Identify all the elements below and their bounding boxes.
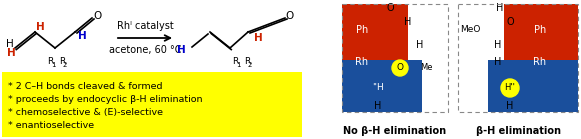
Text: H: H [494,40,501,50]
Text: * chemoselective & (E)-selective: * chemoselective & (E)-selective [8,108,163,117]
Text: Ph: Ph [356,25,368,35]
Text: Ph: Ph [534,25,546,35]
Text: No β-H elimination: No β-H elimination [343,126,447,136]
Text: H: H [496,3,504,13]
Text: H: H [494,57,501,67]
Text: H: H [254,33,263,43]
Text: O: O [396,64,403,73]
Text: Rh: Rh [533,57,547,67]
Text: 2: 2 [63,62,67,68]
Bar [458,4,578,112]
Text: H: H [404,17,412,27]
Text: Rhᴵ catalyst: Rhᴵ catalyst [117,21,173,31]
Text: H: H [6,48,15,58]
Text: O: O [386,3,394,13]
Text: H: H [417,40,424,50]
Text: H: H [506,101,514,111]
Text: acetone, 60 °C: acetone, 60 °C [109,45,181,55]
Text: R: R [47,58,53,66]
Text: R: R [59,58,65,66]
Text: H: H [6,39,14,49]
Text: * enantioselective: * enantioselective [8,121,94,130]
Bar [488,60,578,112]
Text: * proceeds by endocyclic β-H elimination: * proceeds by endocyclic β-H elimination [8,95,203,104]
Text: 2: 2 [248,62,252,68]
Bar [504,4,578,60]
Circle shape [501,79,519,97]
Text: O: O [93,11,101,21]
Text: * 2 C–H bonds cleaved & formed: * 2 C–H bonds cleaved & formed [8,82,163,91]
Text: β-H elimination: β-H elimination [475,126,561,136]
Bar [2,72,302,137]
Text: R: R [232,58,238,66]
Bar [342,60,421,112]
Text: H'': H'' [504,84,515,92]
Text: 1: 1 [236,62,241,68]
Text: ''H: ''H [372,84,384,92]
Text: R: R [244,58,250,66]
Text: 1: 1 [51,62,56,68]
Text: H: H [35,22,44,32]
Text: H: H [177,45,186,55]
Text: Rh: Rh [356,57,368,67]
Text: MeO: MeO [460,25,480,34]
Bar [342,4,408,60]
Text: O: O [286,11,294,21]
Text: O: O [506,17,514,27]
Circle shape [392,60,408,76]
Text: H: H [78,31,87,41]
Bar [342,4,448,112]
Text: H: H [374,101,382,111]
Text: Me: Me [420,64,432,73]
